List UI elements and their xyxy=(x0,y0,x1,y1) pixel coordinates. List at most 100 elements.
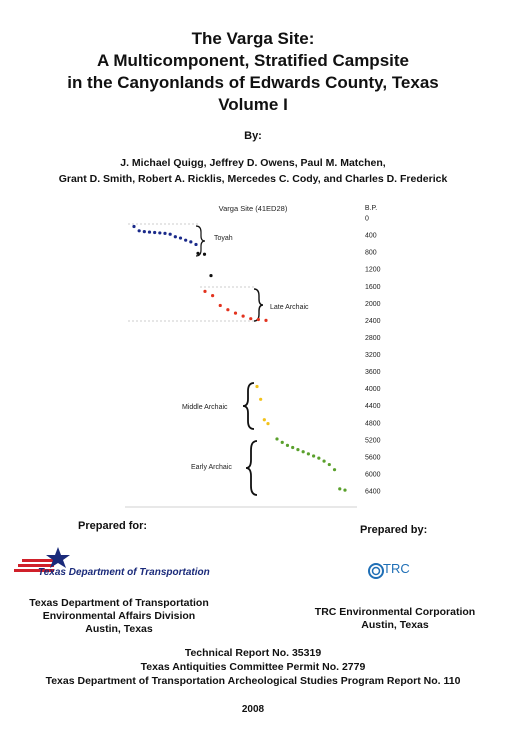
title-line-2: A Multicomponent, Stratified Campsite xyxy=(96,51,409,70)
trc-org-line-2: Austin, Texas xyxy=(361,619,429,631)
y-tick-label: 1600 xyxy=(365,284,381,291)
trc-logo-text: TRC xyxy=(383,561,410,576)
late-archaic-brace xyxy=(253,288,264,322)
y-axis-ticks: 0 400 800 1200 1600 2000 2400 2800 3200 3600 4000 4… xyxy=(365,216,381,496)
data-point xyxy=(132,224,136,229)
middle-archaic-label: Middle Archaic xyxy=(182,404,228,411)
data-point xyxy=(275,437,279,441)
publication-year: 2008 xyxy=(241,704,265,715)
data-point xyxy=(256,317,260,322)
data-point xyxy=(317,456,321,460)
y-tick-label: 4400 xyxy=(365,403,381,410)
data-point xyxy=(291,445,295,450)
data-point xyxy=(262,418,266,422)
data-point xyxy=(218,303,222,308)
report-info: Technical Report No. 35319 Texas Antiqui… xyxy=(0,646,506,688)
data-point xyxy=(168,232,172,236)
data-point xyxy=(147,230,152,234)
trc-org-block: TRC Environmental Corporation Austin, Te… xyxy=(290,606,500,632)
toyah-label: Toyah xyxy=(214,235,233,242)
prepared-for-label: Prepared for: xyxy=(78,520,148,532)
y-tick-label: 1200 xyxy=(365,267,381,274)
early-archaic-label: Early Archaic xyxy=(191,464,232,471)
data-point xyxy=(285,443,290,447)
data-point xyxy=(153,230,157,235)
data-point xyxy=(142,230,146,234)
y-tick-label: 3600 xyxy=(365,369,381,376)
data-point xyxy=(194,242,198,247)
author-list: J. Michael Quigg, Jeffrey D. Owens, Paul… xyxy=(0,155,506,187)
late-archaic-label: Late Archaic xyxy=(270,304,309,311)
title-line-4: Volume I xyxy=(218,95,288,114)
data-point xyxy=(233,311,238,315)
report-line-1: Technical Report No. 35319 xyxy=(184,647,322,659)
y-tick-label: 5200 xyxy=(365,437,381,444)
data-point xyxy=(189,240,193,244)
txdot-org-block: Texas Department of Transportation Envir… xyxy=(8,597,230,636)
y-tick-label: 2800 xyxy=(365,335,381,342)
y-tick-label: 400 xyxy=(365,233,377,240)
early-archaic-brace xyxy=(245,440,258,496)
data-point xyxy=(312,454,316,458)
data-point xyxy=(332,468,337,472)
txdot-logo-text: Texas Department of Transportation xyxy=(38,567,210,578)
data-point xyxy=(196,251,200,256)
report-title: The Varga Site: A Multicomponent, Strati… xyxy=(0,28,506,116)
title-line-3: in the Canyonlands of Edwards County, Te… xyxy=(67,73,439,92)
middle-archaic-brace xyxy=(242,382,255,430)
y-tick-label: 6400 xyxy=(365,489,381,496)
data-point xyxy=(137,229,141,233)
y-tick-label: 5600 xyxy=(365,454,381,461)
data-point xyxy=(255,384,259,389)
data-point xyxy=(211,294,215,298)
data-point xyxy=(209,273,213,278)
y-tick-label: 4000 xyxy=(365,386,381,393)
data-point xyxy=(173,235,177,239)
title-line-1: The Varga Site: xyxy=(191,29,315,48)
data-point xyxy=(338,487,342,491)
y-tick-label: 2000 xyxy=(365,301,381,308)
data-point xyxy=(158,231,162,235)
txdot-logo xyxy=(14,547,70,572)
data-point xyxy=(306,452,310,456)
chart-y-label: B.P. xyxy=(365,205,377,212)
data-point xyxy=(241,314,245,318)
txdot-org-line-2: Environmental Affairs Division xyxy=(42,610,196,622)
data-point xyxy=(226,308,230,312)
y-tick-label: 6000 xyxy=(365,471,381,478)
data-point xyxy=(266,422,270,426)
authors-line-1: J. Michael Quigg, Jeffrey D. Owens, Paul… xyxy=(120,157,386,169)
trc-org-line-1: TRC Environmental Corporation xyxy=(314,606,476,618)
data-point xyxy=(343,488,347,492)
data-point xyxy=(184,238,188,242)
y-tick-label: 4800 xyxy=(365,420,381,427)
y-tick-label: 3200 xyxy=(365,352,381,359)
data-point xyxy=(301,450,305,454)
data-point xyxy=(202,252,207,256)
data-point xyxy=(249,317,253,321)
y-tick-label: 0 xyxy=(365,216,369,223)
data-point xyxy=(178,236,183,240)
data-point xyxy=(259,397,263,401)
report-line-2: Texas Antiquities Committee Permit No. 2… xyxy=(140,661,366,673)
toyah-brace xyxy=(195,225,206,257)
data-points xyxy=(132,224,347,492)
y-tick-label: 800 xyxy=(365,250,377,257)
data-point xyxy=(322,459,326,463)
data-point xyxy=(327,462,331,467)
txdot-org-line-3: Austin, Texas xyxy=(85,623,153,635)
data-point xyxy=(296,448,300,452)
prepared-by-label: Prepared by: xyxy=(360,524,428,536)
data-point xyxy=(280,440,284,444)
report-line-3: Texas Department of Transportation Arche… xyxy=(45,675,461,687)
by-label: By: xyxy=(244,130,262,142)
txdot-org-line-1: Texas Department of Transportation xyxy=(29,597,209,609)
data-point xyxy=(163,231,167,235)
data-point xyxy=(203,289,207,293)
y-tick-label: 2400 xyxy=(365,318,381,325)
chart-title: Varga Site (41ED28) xyxy=(219,204,288,213)
authors-line-2: Grant D. Smith, Robert A. Ricklis, Merce… xyxy=(58,173,448,185)
data-point xyxy=(264,318,268,322)
trc-logo-mark xyxy=(368,563,384,579)
